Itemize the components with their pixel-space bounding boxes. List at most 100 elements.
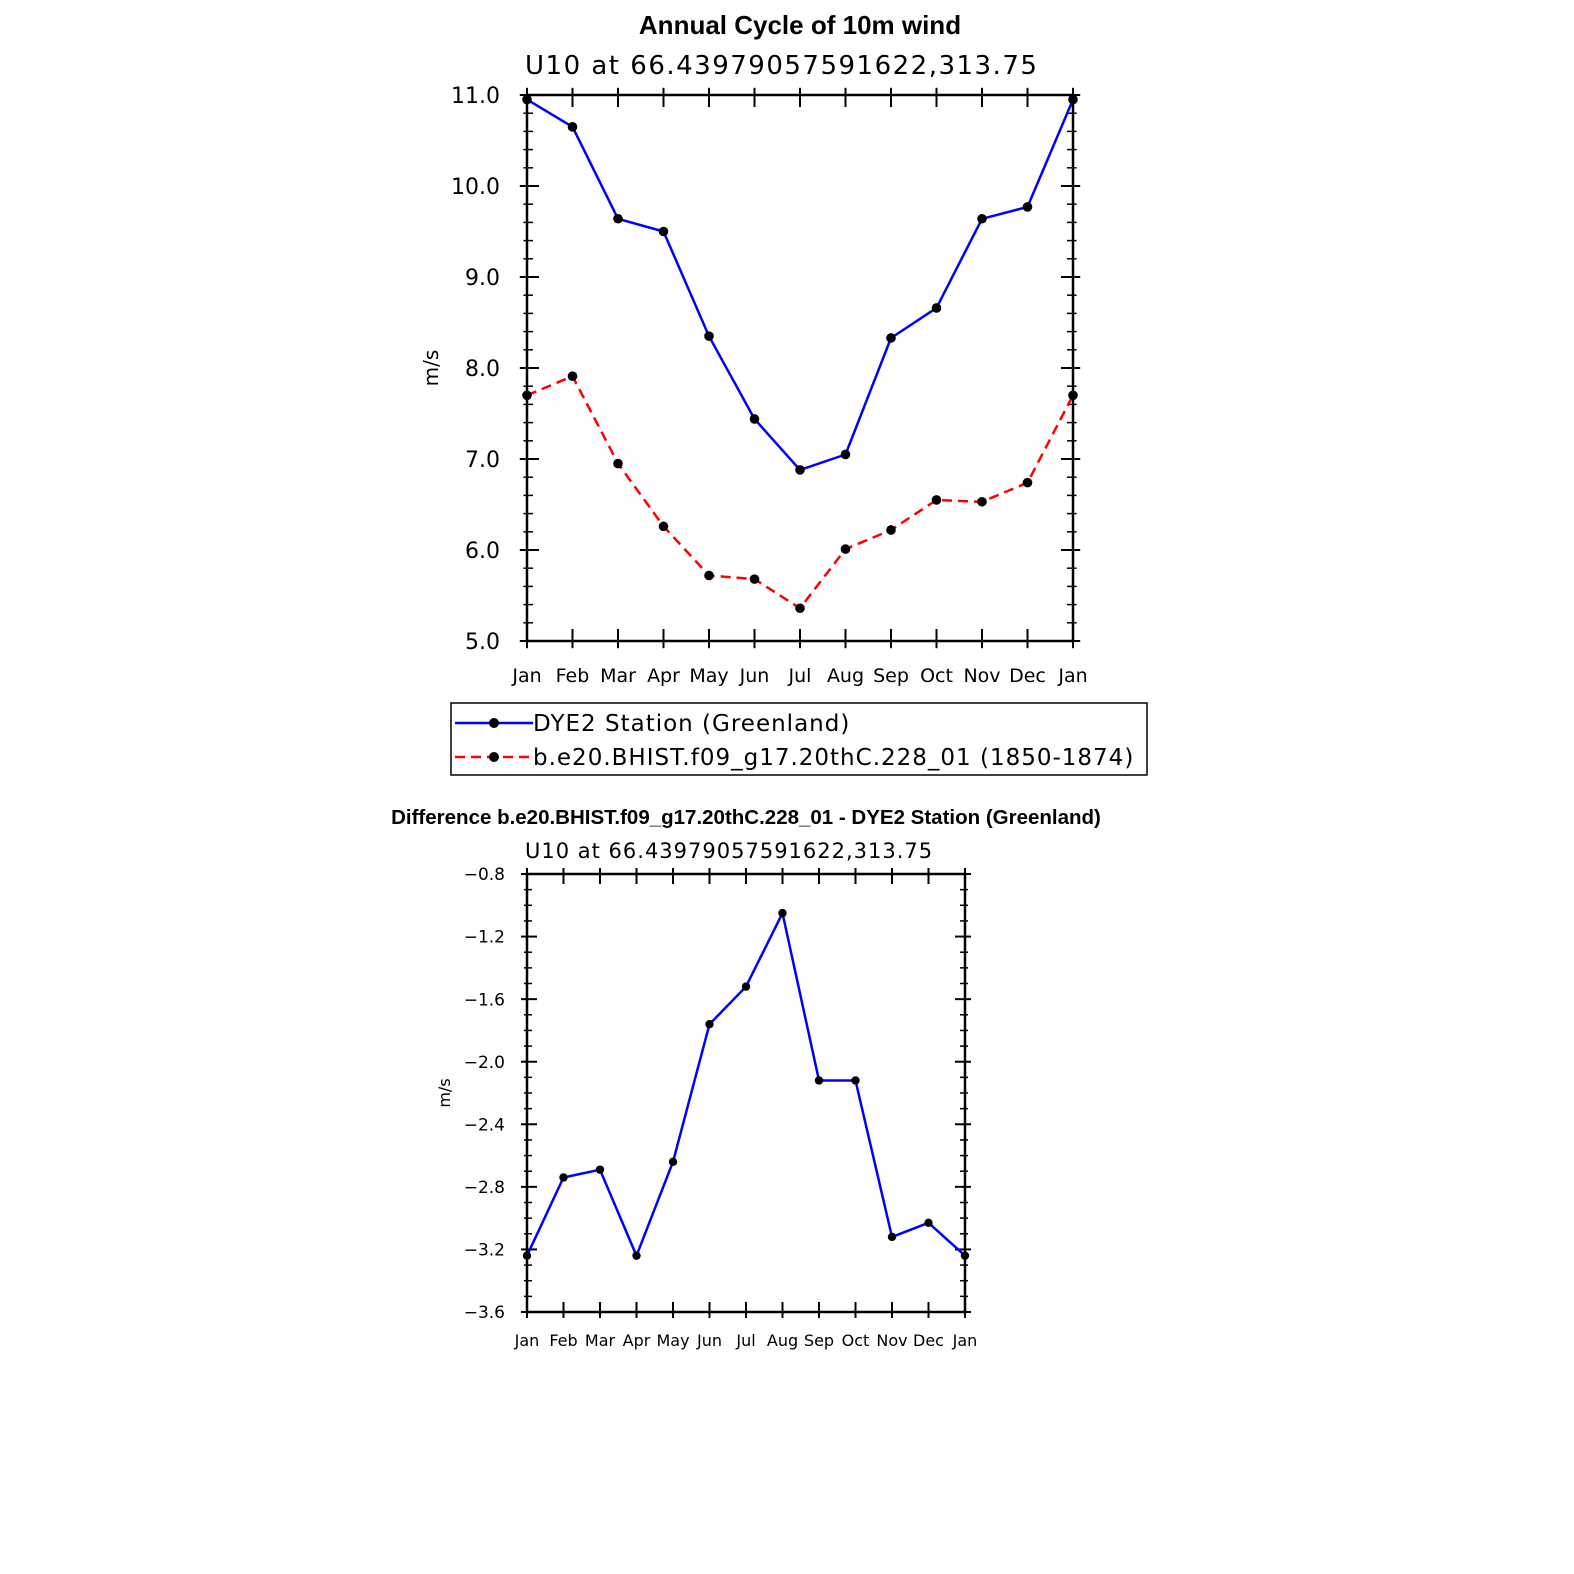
legend-marker-station xyxy=(489,718,499,728)
chart1-series-0-point xyxy=(1022,202,1033,212)
chart1-tick-labels: Jan Feb Mar Apr May Jun Jul Aug Sep Oct Nov Dec Jan 5… xyxy=(451,84,1088,687)
chart1-series-1-point xyxy=(1068,390,1078,401)
chart1-series-0-point xyxy=(522,94,532,105)
chart2-ytick-label: −1.6 xyxy=(464,990,505,1010)
chart2-series-0-point xyxy=(559,1173,568,1182)
chart1-series-0-point xyxy=(567,122,578,132)
legend-marker-model xyxy=(489,752,499,762)
chart1-xtick-label: Dec xyxy=(1009,665,1046,687)
chart1-series xyxy=(522,94,1078,614)
chart1-ylabel: m/s xyxy=(419,350,443,387)
chart1-xtick-label: Mar xyxy=(600,665,636,687)
chart2-series-0-point xyxy=(887,1232,897,1242)
chart1-series-0-point xyxy=(1068,94,1078,105)
chart1-ytick-label: 8.0 xyxy=(465,357,500,382)
chart1-series-1-point xyxy=(1022,477,1033,488)
chart1-series-0-point xyxy=(886,333,896,343)
chart1-series-1-point xyxy=(931,495,942,505)
chart1-series-1-point xyxy=(522,390,532,401)
chart1-ytick-label: 10.0 xyxy=(451,175,500,200)
chart1-series-0-point xyxy=(931,303,942,313)
chart2-series-0-point xyxy=(705,1019,714,1029)
chart1-title: Annual Cycle of 10m wind xyxy=(639,10,961,40)
chart1-ticks xyxy=(519,87,1081,649)
chart2-xtick-label: Jan xyxy=(514,1331,540,1350)
chart1-series-0-point xyxy=(977,213,987,224)
chart2-tick-labels: Jan Feb Mar Apr May Jun Jul Aug Sep Oct Nov Dec Jan−… xyxy=(464,865,978,1350)
chart1-xtick-label: Sep xyxy=(873,665,909,687)
chart1-series-1-point xyxy=(613,458,623,469)
chart1-xtick-label: Jul xyxy=(788,665,812,687)
chart2-xtick-label: Mar xyxy=(585,1331,616,1350)
chart1-series-0-point xyxy=(795,465,805,475)
chart2-series-0-point xyxy=(924,1218,933,1228)
chart2-ytick-label: −1.2 xyxy=(464,928,505,948)
annual-cycle-chart: Annual Cycle of 10m wind U10 at 66.43979… xyxy=(419,10,1148,776)
chart1-subtitle: U10 at 66.43979057591622,313.75 xyxy=(525,51,1038,81)
chart1-ytick-label: 11.0 xyxy=(451,84,500,109)
chart2-series-0-point xyxy=(851,1076,860,1085)
chart2-xtick-label: Aug xyxy=(767,1331,798,1350)
legend-label-station: DYE2 Station (Greenland) xyxy=(533,711,850,737)
chart2-ytick-label: −3.6 xyxy=(464,1303,505,1323)
chart2-ticks xyxy=(521,868,971,1318)
chart1-plot-frame xyxy=(525,93,1075,643)
chart2-xtick-label: Apr xyxy=(623,1331,651,1350)
chart1-series-1-point xyxy=(704,570,714,581)
chart1-xtick-label: May xyxy=(689,665,728,687)
chart1-legend: DYE2 Station (Greenland) b.e20.BHIST.f09… xyxy=(450,702,1148,776)
chart1-series-1-point xyxy=(840,544,851,554)
chart2-ylabel: m/s xyxy=(435,1078,454,1107)
chart2-xtick-label: Jan xyxy=(952,1331,978,1350)
chart1-series-0-point xyxy=(749,414,760,424)
chart1-series-0-point xyxy=(613,213,623,224)
chart2-xtick-label: Sep xyxy=(804,1331,834,1350)
chart1-series-1-point xyxy=(977,496,987,507)
chart1-ytick-label: 6.0 xyxy=(465,539,500,564)
chart2-series-0-point xyxy=(960,1251,970,1260)
chart2-ytick-label: −3.2 xyxy=(464,1241,505,1261)
legend-box xyxy=(450,702,1148,776)
chart2-xtick-label: Jun xyxy=(696,1331,722,1350)
chart2-series-0-point xyxy=(814,1076,824,1085)
chart1-series-0-point xyxy=(658,226,669,237)
difference-chart: Difference b.e20.BHIST.f09_g17.20thC.228… xyxy=(391,806,1101,1350)
chart2-plot-frame xyxy=(525,872,967,1314)
chart2-title: Difference b.e20.BHIST.f09_g17.20thC.228… xyxy=(391,806,1101,829)
chart2-ytick-label: −2.8 xyxy=(464,1178,505,1198)
chart2-xtick-label: Jul xyxy=(735,1331,755,1350)
chart2-series xyxy=(522,908,970,1260)
chart2-xtick-label: Dec xyxy=(913,1331,944,1350)
legend-label-model: b.e20.BHIST.f09_g17.20thC.228_01 (1850-1… xyxy=(533,745,1134,771)
chart2-xtick-label: Feb xyxy=(549,1331,577,1350)
chart1-xtick-label: Apr xyxy=(647,665,680,687)
chart2-ytick-label: −2.4 xyxy=(464,1115,505,1135)
chart2-ytick-label: −2.0 xyxy=(464,1053,505,1073)
chart1-ytick-label: 7.0 xyxy=(465,448,500,473)
chart2-xtick-label: Nov xyxy=(876,1331,907,1350)
chart2-series-0-point xyxy=(778,908,787,918)
chart2-xtick-label: May xyxy=(656,1331,689,1350)
chart2-subtitle: U10 at 66.43979057591622,313.75 xyxy=(525,839,933,863)
chart1-xtick-label: Jun xyxy=(739,665,770,687)
chart2-series-0-point xyxy=(595,1165,605,1174)
chart1-ytick-label: 5.0 xyxy=(465,630,500,655)
chart1-xtick-label: Feb xyxy=(556,665,590,687)
chart1-ytick-label: 9.0 xyxy=(465,266,500,291)
chart2-ytick-label: −0.8 xyxy=(464,865,505,885)
chart2-series-0-point xyxy=(632,1251,641,1260)
chart1-xtick-label: Aug xyxy=(827,665,864,687)
chart1-series-1-point xyxy=(795,603,805,614)
chart1-xtick-label: Oct xyxy=(920,665,953,687)
chart1-series-1-point xyxy=(749,574,760,584)
chart1-xtick-label: Jan xyxy=(511,665,541,687)
chart1-series-1-point xyxy=(886,525,896,535)
chart2-series-0-point xyxy=(741,982,751,991)
chart1-series-1-point xyxy=(567,371,578,381)
chart1-series-line-1 xyxy=(526,374,1075,610)
chart1-xtick-label: Nov xyxy=(963,665,1000,687)
chart2-xtick-label: Oct xyxy=(842,1331,870,1350)
chart1-series-1-point xyxy=(658,521,669,532)
chart2-series-0-point xyxy=(668,1157,678,1167)
